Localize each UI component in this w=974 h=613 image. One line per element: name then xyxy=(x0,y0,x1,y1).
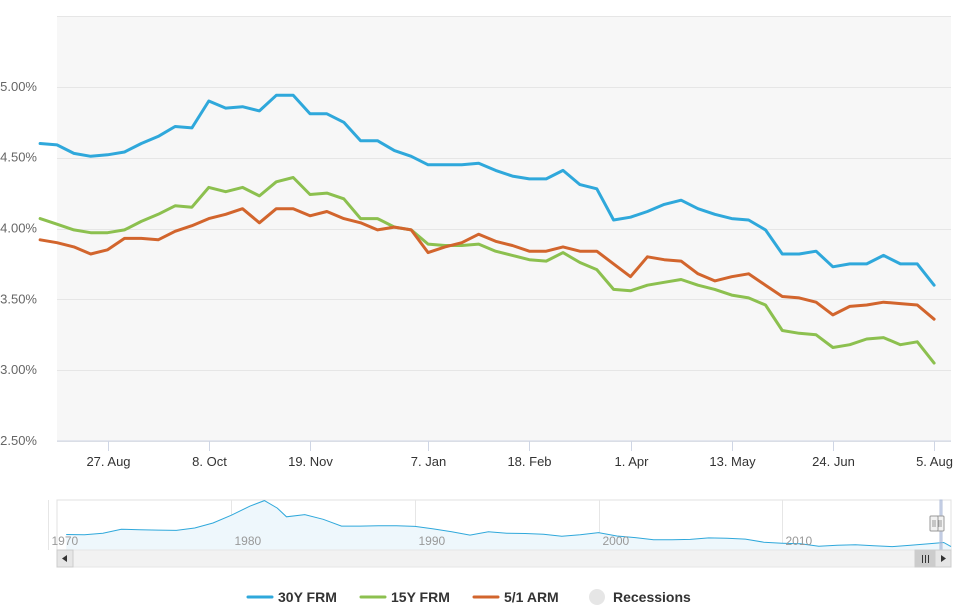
legend-label: 5/1 ARM xyxy=(504,589,559,605)
legend-label: 15Y FRM xyxy=(391,589,450,605)
legend-item[interactable]: Recessions xyxy=(589,589,691,605)
legend-label: 30Y FRM xyxy=(278,589,337,605)
scroll-left-button[interactable] xyxy=(56,549,74,568)
x-tick-label: 27. Aug xyxy=(86,454,130,469)
y-tick-label: 5.00% xyxy=(0,79,37,94)
x-tick-label: 5. Aug xyxy=(916,454,953,469)
arrow-left-icon xyxy=(62,555,67,562)
x-axis: 27. Aug 8. Oct 19. Nov 7. Jan 18. Feb 1. Apr 1… xyxy=(86,441,953,469)
scroll-right-button[interactable] xyxy=(934,549,952,568)
navigator-tick-label: 2000 xyxy=(603,534,630,548)
x-tick-label: 13. May xyxy=(709,454,756,469)
series-lines xyxy=(38,93,936,365)
legend-label: Recessions xyxy=(613,589,691,605)
legend: 30Y FRM 15Y FRM 5/1 ARM Recessions xyxy=(246,589,691,605)
series-line[interactable] xyxy=(38,207,936,321)
navigator-tick-label: 1990 xyxy=(419,534,446,548)
navigator-axis: 1970 1980 1990 2000 2010 xyxy=(52,534,813,548)
x-tick-label: 1. Apr xyxy=(615,454,650,469)
x-tick-label: 18. Feb xyxy=(507,454,551,469)
navigator-tick-label: 1980 xyxy=(235,534,262,548)
series-line[interactable] xyxy=(38,176,936,365)
grip-icon xyxy=(922,555,929,563)
y-axis: 2.50% 3.00% 3.50% 4.00% 4.50% 5.00% xyxy=(0,79,37,448)
scrollbar[interactable] xyxy=(56,549,952,568)
plot-background xyxy=(57,16,951,441)
x-tick-label: 8. Oct xyxy=(192,454,227,469)
series-line[interactable] xyxy=(38,93,936,287)
y-tick-label: 4.50% xyxy=(0,150,37,165)
y-tick-label: 3.50% xyxy=(0,291,37,306)
navigator-line xyxy=(66,500,952,548)
x-tick-label: 24. Jun xyxy=(812,454,855,469)
legend-item[interactable]: 15Y FRM xyxy=(359,589,450,605)
legend-item[interactable]: 5/1 ARM xyxy=(472,589,559,605)
legend-item[interactable]: 30Y FRM xyxy=(246,589,337,605)
navigator-tick-label: 1970 xyxy=(52,534,79,548)
y-tick-label: 4.00% xyxy=(0,221,37,236)
legend-symbol xyxy=(589,589,605,605)
navigator-tick-label: 2010 xyxy=(786,534,813,548)
navigator-area xyxy=(66,500,951,550)
y-tick-label: 2.50% xyxy=(0,433,37,448)
navigator-handle-right[interactable] xyxy=(929,515,939,532)
y-tick-label: 3.00% xyxy=(0,362,37,377)
x-tick-label: 7. Jan xyxy=(411,454,446,469)
scrollbar-thumb[interactable] xyxy=(914,549,936,568)
x-tick-label: 19. Nov xyxy=(288,454,333,469)
arrow-right-icon xyxy=(941,555,946,562)
navigator[interactable]: 1970 1980 1990 2000 2010 xyxy=(48,499,952,551)
scrollbar-track[interactable] xyxy=(56,549,952,568)
